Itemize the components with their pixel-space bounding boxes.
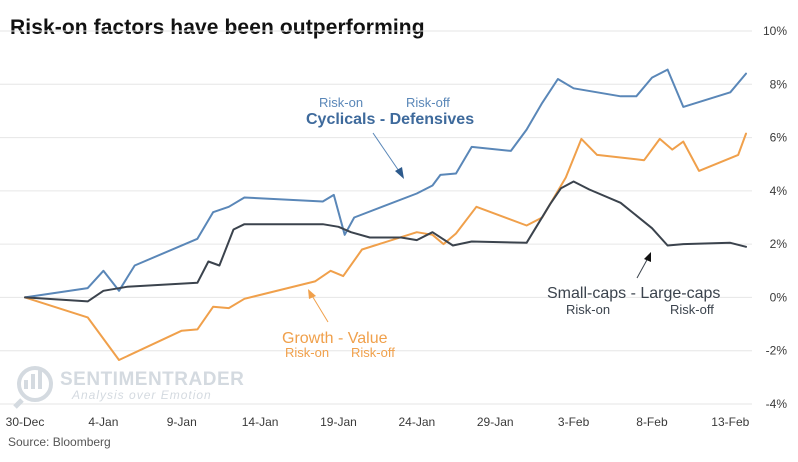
series-lines — [24, 68, 747, 361]
x-axis: 30-Dec 4-Jan 9-Jan 14-Jan 19-Jan 24-Jan 29-Jan… — [6, 415, 750, 429]
gv-risk-on-label: Risk-on — [285, 345, 329, 360]
gv-arrow — [310, 293, 329, 323]
series-line-smc — [24, 180, 747, 303]
series-line-cyc — [24, 68, 747, 299]
cyc-series-label: Cyclicals - Defensives — [306, 111, 474, 128]
watermark-name: SENTIMENTRADER — [60, 369, 244, 390]
x-tick-label: 30-Dec — [6, 415, 45, 429]
x-tick-label: 9-Jan — [167, 415, 197, 429]
y-tick-label: 10% — [763, 24, 787, 38]
x-tick-label: 3-Feb — [558, 415, 590, 429]
gv-series-label: Growth - Value — [282, 330, 388, 347]
smc-series-label: Small-caps - Large-caps — [547, 285, 720, 302]
x-tick-label: 4-Jan — [88, 415, 118, 429]
x-tick-label: 14-Jan — [242, 415, 279, 429]
watermark: SENTIMENTRADER Analysis over Emotion — [13, 366, 244, 409]
smc-risk-on-label: Risk-on — [566, 302, 610, 317]
smc-risk-off-label: Risk-off — [670, 302, 714, 317]
gv-arrow-head — [308, 289, 316, 299]
watermark-logo-icon — [13, 366, 53, 409]
smc-arrow — [636, 257, 649, 279]
x-tick-label: 8-Feb — [636, 415, 668, 429]
cyc-risk-on-label: Risk-on — [319, 95, 363, 110]
y-tick-label: 0% — [770, 290, 788, 304]
y-axis: 10% 8% 6% 4% 2% 0% -2% -4% — [763, 24, 787, 411]
annotation-small-large: Small-caps - Large-caps Risk-on Risk-off — [547, 252, 720, 317]
watermark-tagline: Analysis over Emotion — [71, 388, 212, 402]
y-tick-label: 2% — [770, 237, 788, 251]
y-tick-label: 6% — [770, 131, 788, 145]
series-line-gv — [24, 132, 747, 361]
chart-title: Risk-on factors have been outperforming — [10, 16, 425, 39]
gv-risk-off-label: Risk-off — [351, 345, 395, 360]
x-tick-label: 29-Jan — [477, 415, 514, 429]
x-tick-label: 19-Jan — [320, 415, 357, 429]
cyc-risk-off-label: Risk-off — [406, 95, 450, 110]
y-tick-label: -4% — [766, 397, 788, 411]
y-tick-label: 4% — [770, 184, 788, 198]
x-tick-label: 13-Feb — [711, 415, 749, 429]
smc-arrow-head — [644, 252, 651, 262]
annotation-cyclicals: Risk-on Risk-off Cyclicals - Defensives — [306, 95, 474, 179]
source-note: Source: Bloomberg — [8, 435, 111, 449]
cyc-arrow-head — [395, 167, 404, 179]
x-tick-label: 24-Jan — [398, 415, 435, 429]
y-tick-label: 8% — [770, 77, 788, 91]
annotation-growth-value: Growth - Value Risk-on Risk-off — [282, 289, 395, 360]
y-tick-label: -2% — [766, 344, 788, 358]
cyc-arrow — [372, 132, 402, 175]
